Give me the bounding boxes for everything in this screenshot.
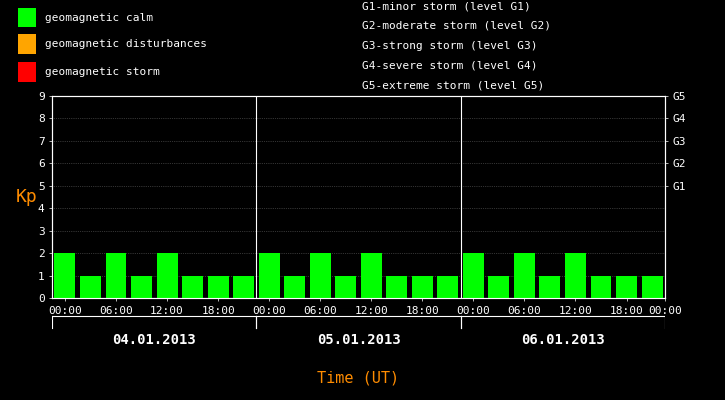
Bar bbox=[565, 253, 586, 298]
Text: G1-minor storm (level G1): G1-minor storm (level G1) bbox=[362, 1, 531, 11]
Bar bbox=[233, 276, 254, 298]
Text: geomagnetic calm: geomagnetic calm bbox=[45, 13, 153, 22]
Bar bbox=[642, 276, 663, 298]
Bar bbox=[284, 276, 305, 298]
Bar bbox=[616, 276, 637, 298]
Bar bbox=[361, 253, 382, 298]
Bar bbox=[182, 276, 203, 298]
Bar bbox=[437, 276, 458, 298]
Text: G3-strong storm (level G3): G3-strong storm (level G3) bbox=[362, 41, 538, 51]
Bar bbox=[489, 276, 510, 298]
Text: G5-extreme storm (level G5): G5-extreme storm (level G5) bbox=[362, 80, 544, 90]
Text: G2-moderate storm (level G2): G2-moderate storm (level G2) bbox=[362, 21, 552, 31]
Text: geomagnetic disturbances: geomagnetic disturbances bbox=[45, 39, 207, 49]
Bar bbox=[335, 276, 356, 298]
Bar bbox=[131, 276, 152, 298]
Bar bbox=[259, 253, 280, 298]
Bar bbox=[591, 276, 611, 298]
Bar bbox=[18, 62, 36, 82]
Bar bbox=[80, 276, 101, 298]
Bar bbox=[54, 253, 75, 298]
Bar bbox=[514, 253, 535, 298]
Text: Time (UT): Time (UT) bbox=[318, 371, 399, 386]
Bar bbox=[18, 34, 36, 54]
Text: G4-severe storm (level G4): G4-severe storm (level G4) bbox=[362, 60, 538, 70]
Bar bbox=[386, 276, 407, 298]
Bar bbox=[539, 276, 560, 298]
Text: geomagnetic storm: geomagnetic storm bbox=[45, 67, 160, 77]
Bar bbox=[106, 253, 126, 298]
Bar bbox=[310, 253, 331, 298]
Bar bbox=[412, 276, 433, 298]
Bar bbox=[157, 253, 178, 298]
Text: 06.01.2013: 06.01.2013 bbox=[521, 333, 605, 347]
Bar bbox=[18, 8, 36, 27]
Text: 04.01.2013: 04.01.2013 bbox=[112, 333, 196, 347]
Bar bbox=[207, 276, 228, 298]
Y-axis label: Kp: Kp bbox=[16, 188, 38, 206]
Bar bbox=[463, 253, 484, 298]
Text: 05.01.2013: 05.01.2013 bbox=[317, 333, 400, 347]
